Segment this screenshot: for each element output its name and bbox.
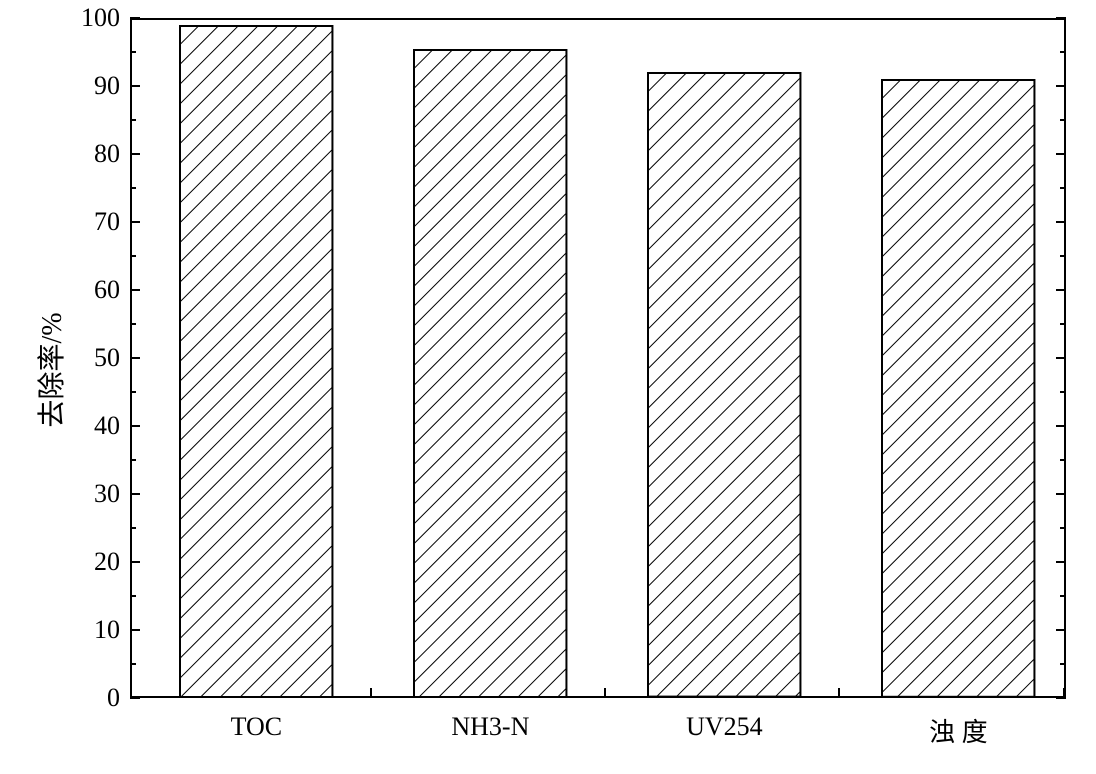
y-tick-minor	[130, 51, 136, 53]
y-tick-label: 70	[60, 209, 120, 235]
bar	[413, 49, 567, 698]
y-tick-minor	[1060, 323, 1066, 325]
y-tick-minor	[1060, 459, 1066, 461]
y-tick-label: 90	[60, 73, 120, 99]
y-tick-major	[1056, 85, 1066, 87]
x-tick	[838, 688, 840, 698]
y-tick-minor	[130, 459, 136, 461]
y-tick-major	[130, 85, 140, 87]
y-tick-label: 0	[60, 685, 120, 711]
y-tick-major	[1056, 425, 1066, 427]
y-tick-minor	[130, 391, 136, 393]
x-tick-label: TOC	[231, 712, 283, 742]
y-tick-major	[130, 425, 140, 427]
y-tick-minor	[1060, 119, 1066, 121]
y-tick-major	[130, 221, 140, 223]
y-tick-minor	[130, 119, 136, 121]
y-tick-major	[1056, 629, 1066, 631]
y-tick-major	[1056, 493, 1066, 495]
x-tick	[1063, 688, 1065, 698]
y-tick-major	[1056, 289, 1066, 291]
y-tick-major	[1056, 17, 1066, 19]
y-tick-minor	[130, 527, 136, 529]
x-tick	[604, 688, 606, 698]
y-tick-minor	[1060, 663, 1066, 665]
bar	[179, 25, 333, 698]
y-tick-major	[130, 17, 140, 19]
x-tick	[370, 688, 372, 698]
y-tick-major	[1056, 357, 1066, 359]
y-tick-major	[130, 697, 140, 699]
y-tick-label: 60	[60, 277, 120, 303]
y-tick-major	[1056, 561, 1066, 563]
y-tick-major	[1056, 153, 1066, 155]
y-tick-label: 20	[60, 549, 120, 575]
y-tick-minor	[130, 187, 136, 189]
y-tick-major	[130, 289, 140, 291]
y-tick-major	[130, 153, 140, 155]
x-tick-label: 浊 度	[929, 712, 988, 749]
bar	[647, 72, 801, 698]
y-tick-label: 100	[60, 5, 120, 31]
y-tick-major	[130, 629, 140, 631]
y-tick-major	[130, 357, 140, 359]
bar	[881, 79, 1035, 698]
y-tick-major	[1056, 221, 1066, 223]
chart-container: 去除率/% 0102030405060708090100 TOCNH3-NUV2…	[0, 0, 1096, 774]
y-tick-minor	[130, 663, 136, 665]
y-tick-minor	[130, 323, 136, 325]
y-tick-minor	[1060, 187, 1066, 189]
x-tick-label: NH3-N	[451, 712, 529, 742]
x-tick-label: UV254	[686, 712, 763, 742]
y-tick-label: 10	[60, 617, 120, 643]
y-tick-minor	[1060, 391, 1066, 393]
y-tick-major	[130, 493, 140, 495]
y-tick-minor	[130, 255, 136, 257]
y-tick-minor	[1060, 595, 1066, 597]
y-tick-label: 30	[60, 481, 120, 507]
y-tick-minor	[1060, 51, 1066, 53]
y-tick-label: 50	[60, 345, 120, 371]
y-tick-label: 80	[60, 141, 120, 167]
y-tick-major	[130, 561, 140, 563]
y-tick-minor	[130, 595, 136, 597]
y-tick-minor	[1060, 255, 1066, 257]
y-tick-minor	[1060, 527, 1066, 529]
y-tick-label: 40	[60, 413, 120, 439]
